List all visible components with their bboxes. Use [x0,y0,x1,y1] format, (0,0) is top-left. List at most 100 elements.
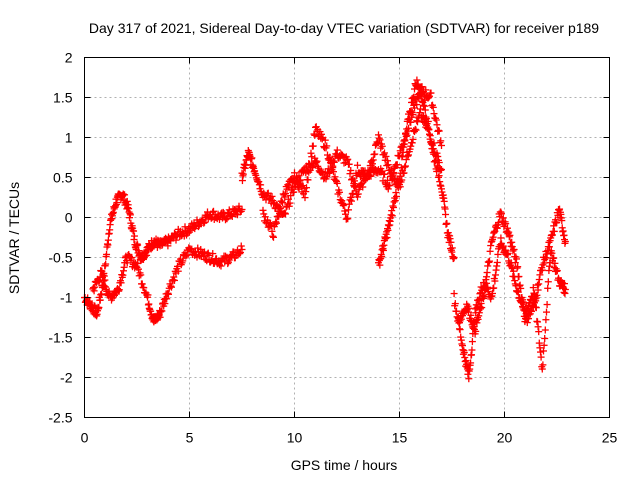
data-point [284,181,292,189]
data-point [413,76,421,84]
data-point [336,188,343,196]
data-point [381,149,388,157]
data-point [368,157,376,165]
data-point [427,89,435,97]
data-point [158,307,166,315]
data-point [433,149,441,157]
data-point [430,110,438,118]
data-point [239,170,247,178]
data-point [268,227,276,235]
data-point [465,304,473,312]
data-point [541,326,549,334]
data-point [95,304,103,312]
data-point [550,227,558,235]
data-point [429,103,437,111]
data-point [456,326,464,334]
data-point [432,116,440,124]
data-point [332,176,340,184]
data-point [200,219,208,227]
data-point [349,189,357,197]
data-point [217,262,225,270]
data-point [324,165,332,173]
data-point [306,162,314,170]
data-point [409,135,417,143]
data-point [138,280,146,288]
data-point [283,185,291,193]
data-point [351,180,359,188]
x-tick-label: 25 [602,430,618,446]
data-point [425,93,433,101]
data-point [294,177,301,185]
data-point [130,258,138,266]
y-tick-label: -1.5 [48,330,72,346]
y-tick-label: 1 [65,130,73,146]
data-point [347,166,355,174]
data-point [348,176,355,184]
data-point [402,162,409,170]
data-point [388,212,396,220]
data-point [308,153,316,161]
data-point [532,304,540,312]
data-point [285,182,292,190]
data-point [435,127,443,135]
data-point [537,353,545,361]
axis-ticks: 0 5 10 15 20 25 -2.5 -2 -1.5 -1 -0.5 0 0.5 1 1.5 2 [48,50,617,446]
data-point [376,261,384,269]
data-point [167,282,175,290]
data-point [499,214,507,222]
data-point [369,160,376,168]
data-point [104,236,112,244]
data-point [447,238,455,246]
data-point [140,284,148,292]
data-point [307,149,315,157]
data-point [205,251,213,259]
y-tick-label: -2 [60,370,73,386]
data-point [534,286,542,294]
data-point [216,261,223,269]
data-point [302,188,310,196]
data-point [467,311,475,319]
data-point [323,142,331,150]
data-point [446,235,454,243]
data-point [490,284,498,292]
data-point [382,152,390,160]
data-point [544,278,552,286]
data-point [519,296,526,304]
data-point [413,101,421,109]
data-point [174,262,181,270]
data-point [383,162,391,170]
data-point [369,156,377,164]
data-point [303,184,310,192]
data-point [450,254,458,261]
data-point [468,338,476,346]
data-point [384,185,392,193]
data-point [281,193,289,201]
data-point [468,346,476,354]
data-point [539,361,547,369]
data-point [506,231,514,239]
data-point [210,207,217,215]
data-point [376,136,384,144]
data-point [553,267,561,275]
data-point [497,234,505,242]
data-point [329,164,337,172]
data-point [171,276,178,284]
data-point [483,269,491,277]
data-point [170,273,178,281]
data-point [346,170,354,178]
data-point [268,192,276,200]
data-point [345,160,353,168]
data-point [465,375,473,383]
data-point [274,213,282,221]
data-point [236,250,244,258]
data-point [504,249,512,257]
data-point [408,139,416,147]
data-point [535,328,543,336]
data-point [333,146,341,154]
data-point [407,107,415,115]
data-point [344,155,352,163]
data-point [418,89,426,97]
data-point [432,114,439,122]
data-point [325,169,333,177]
data-point [411,125,419,133]
